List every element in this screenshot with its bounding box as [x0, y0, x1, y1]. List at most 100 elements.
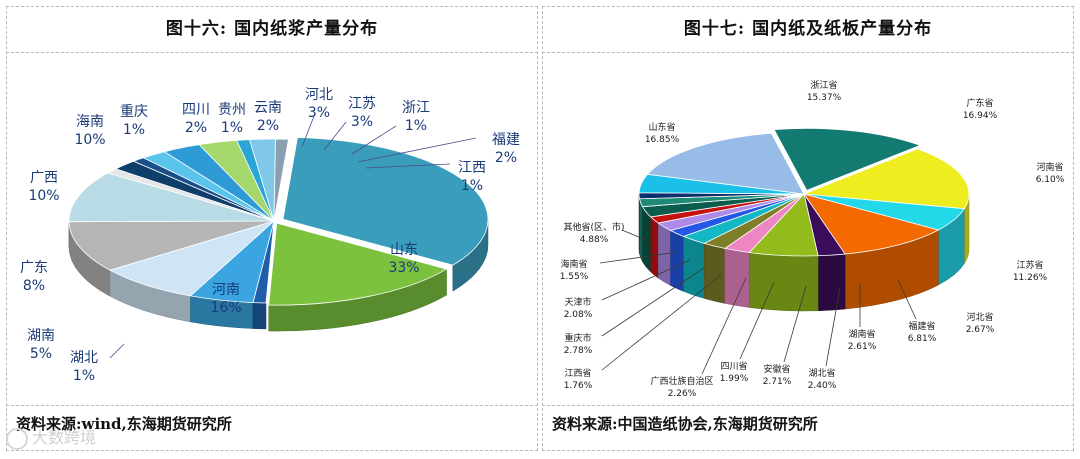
title-divider — [6, 52, 538, 53]
slice-value-label: 4.88% — [580, 235, 609, 245]
pie-slice — [803, 148, 970, 210]
leader-line — [301, 115, 315, 148]
pie-slice — [282, 137, 489, 266]
pie-slice-side — [749, 252, 819, 312]
pie-slice-side — [670, 230, 684, 292]
pie-slice — [646, 132, 805, 195]
pie-slice-side — [817, 253, 846, 312]
slice-name-label: 浙江省 — [810, 79, 837, 91]
watermark-logo-icon — [6, 427, 28, 450]
pie-slice — [108, 220, 275, 297]
slice-value-label: 1.55% — [560, 272, 589, 282]
pie-slice — [803, 193, 940, 255]
source-note: 资料来源:wind,东海期货研究所 — [16, 415, 232, 433]
slice-value-label: 2% — [185, 120, 207, 136]
watermark-text: 大数跨境 — [32, 428, 97, 447]
slice-name-label: 山东 — [390, 242, 418, 258]
slice-value-label: 33% — [388, 260, 419, 276]
title-divider — [542, 52, 1074, 53]
panel-frame — [6, 6, 538, 451]
slice-name-label: 江苏 — [348, 96, 376, 112]
slice-name-label: 河北 — [305, 87, 333, 103]
chart-title: 图十六: 国内纸浆产量分布 — [165, 19, 379, 39]
slice-value-label: 1% — [221, 120, 243, 136]
slice-value-label: 1% — [123, 122, 145, 138]
slice-value-label: 16.85% — [645, 135, 680, 145]
leader-line — [825, 287, 841, 367]
leader-line — [783, 285, 807, 363]
slice-name-label: 广西 — [30, 170, 58, 186]
slice-value-label: 2.61% — [848, 342, 877, 352]
slice-value-label: 2% — [495, 150, 517, 166]
slice-value-label: 2.40% — [808, 381, 837, 391]
pie-slice-side — [639, 198, 643, 263]
slice-value-label: 2.71% — [763, 377, 792, 387]
slice-name-label: 河南省 — [1036, 161, 1063, 173]
slice-name-label: 安徽省 — [763, 363, 790, 375]
slice-name-label: 云南 — [254, 100, 282, 116]
leader-line — [601, 267, 705, 337]
slice-name-label: 重庆 — [120, 104, 148, 120]
pie-slice-side — [650, 216, 659, 279]
chart-panel-pulp: 图十六: 国内纸浆产量分布 山东 33% 河南 16% 湖北 1% 湖南 5% 广东 8% 广西 10… — [6, 6, 538, 451]
slice-value-label: 15.37% — [807, 93, 842, 103]
slice-value-label: 16.94% — [963, 111, 998, 121]
pie-slice — [773, 127, 922, 191]
pie-slice — [68, 172, 275, 223]
pie-slice — [68, 220, 275, 271]
slice-value-label: 8% — [23, 278, 45, 294]
slice-name-label: 天津市 — [564, 296, 591, 308]
slice-name-label: 湖北 — [70, 350, 98, 366]
slice-name-label: 福建 — [492, 132, 520, 148]
slice-value-label: 3% — [308, 105, 330, 121]
slice-value-label: 2.67% — [966, 325, 995, 335]
source-divider — [542, 405, 1074, 406]
leader-line — [599, 251, 679, 264]
slice-name-label: 贵州 — [218, 102, 246, 118]
panel-frame — [542, 6, 1074, 451]
source-note: 资料来源:中国造纸协会,东海期货研究所 — [552, 415, 818, 433]
slice-name-label: 湖北省 — [808, 367, 835, 379]
pie-chart-pulp: 山东 33% 河南 16% 湖北 1% 湖南 5% 广东 8% 广西 10% 海南 10% 重庆 1% 四川 2%… — [20, 87, 520, 384]
slice-name-label: 广东 — [20, 260, 48, 276]
pie-slice-side — [252, 302, 267, 330]
leader-line — [739, 281, 775, 360]
pie-slice — [268, 222, 448, 306]
leader-line — [323, 121, 347, 151]
slice-name-label: 湖南省 — [848, 328, 875, 340]
slice-name-label: 山东省 — [648, 121, 675, 133]
slice-value-label: 5% — [30, 346, 52, 362]
pie-slice-side — [683, 236, 705, 299]
slice-name-label: 江西省 — [564, 367, 591, 379]
slice-value-label: 6.81% — [908, 334, 937, 344]
leader-line — [365, 163, 451, 169]
slice-value-label: 6.10% — [1036, 175, 1065, 185]
slice-name-label: 浙江 — [402, 100, 430, 116]
slice-name-label: 其他省(区、市) — [563, 221, 624, 233]
slice-value-label: 2.08% — [564, 310, 593, 320]
slice-name-label: 海南 — [76, 114, 104, 130]
slice-name-label: 江苏省 — [1016, 259, 1043, 271]
pie-slice-side — [703, 243, 726, 304]
slice-name-label: 湖南 — [27, 328, 55, 344]
pie-chart-paper: 浙江省 15.37% 广东省 16.94% 河南省 6.10% 江苏省 11.26% 河北省 2.… — [560, 79, 1065, 399]
slice-name-label: 四川省 — [720, 360, 747, 372]
slice-name-label: 海南省 — [560, 258, 587, 270]
pie-slice — [273, 138, 289, 222]
leader-line — [601, 259, 691, 301]
slice-name-label: 河北省 — [966, 311, 993, 323]
slice-name-label: 重庆市 — [564, 332, 591, 344]
slice-value-label: 1% — [405, 118, 427, 134]
slice-name-label: 福建省 — [908, 320, 935, 332]
chart-panel-paper: 图十七: 国内纸及纸板产量分布 浙江省 15.37% 广东省 16.94% 河南省 6.1… — [542, 6, 1074, 451]
slice-name-label: 广东省 — [966, 97, 993, 109]
slice-value-label: 2.78% — [564, 346, 593, 356]
slice-value-label: 10% — [28, 188, 59, 204]
slice-name-label: 江西 — [458, 160, 486, 176]
slice-value-label: 11.26% — [1013, 273, 1048, 283]
leader-line — [701, 277, 747, 375]
leader-line — [621, 229, 647, 241]
leader-line — [351, 125, 397, 155]
slice-value-label: 16% — [210, 300, 241, 316]
source-divider — [6, 405, 538, 406]
